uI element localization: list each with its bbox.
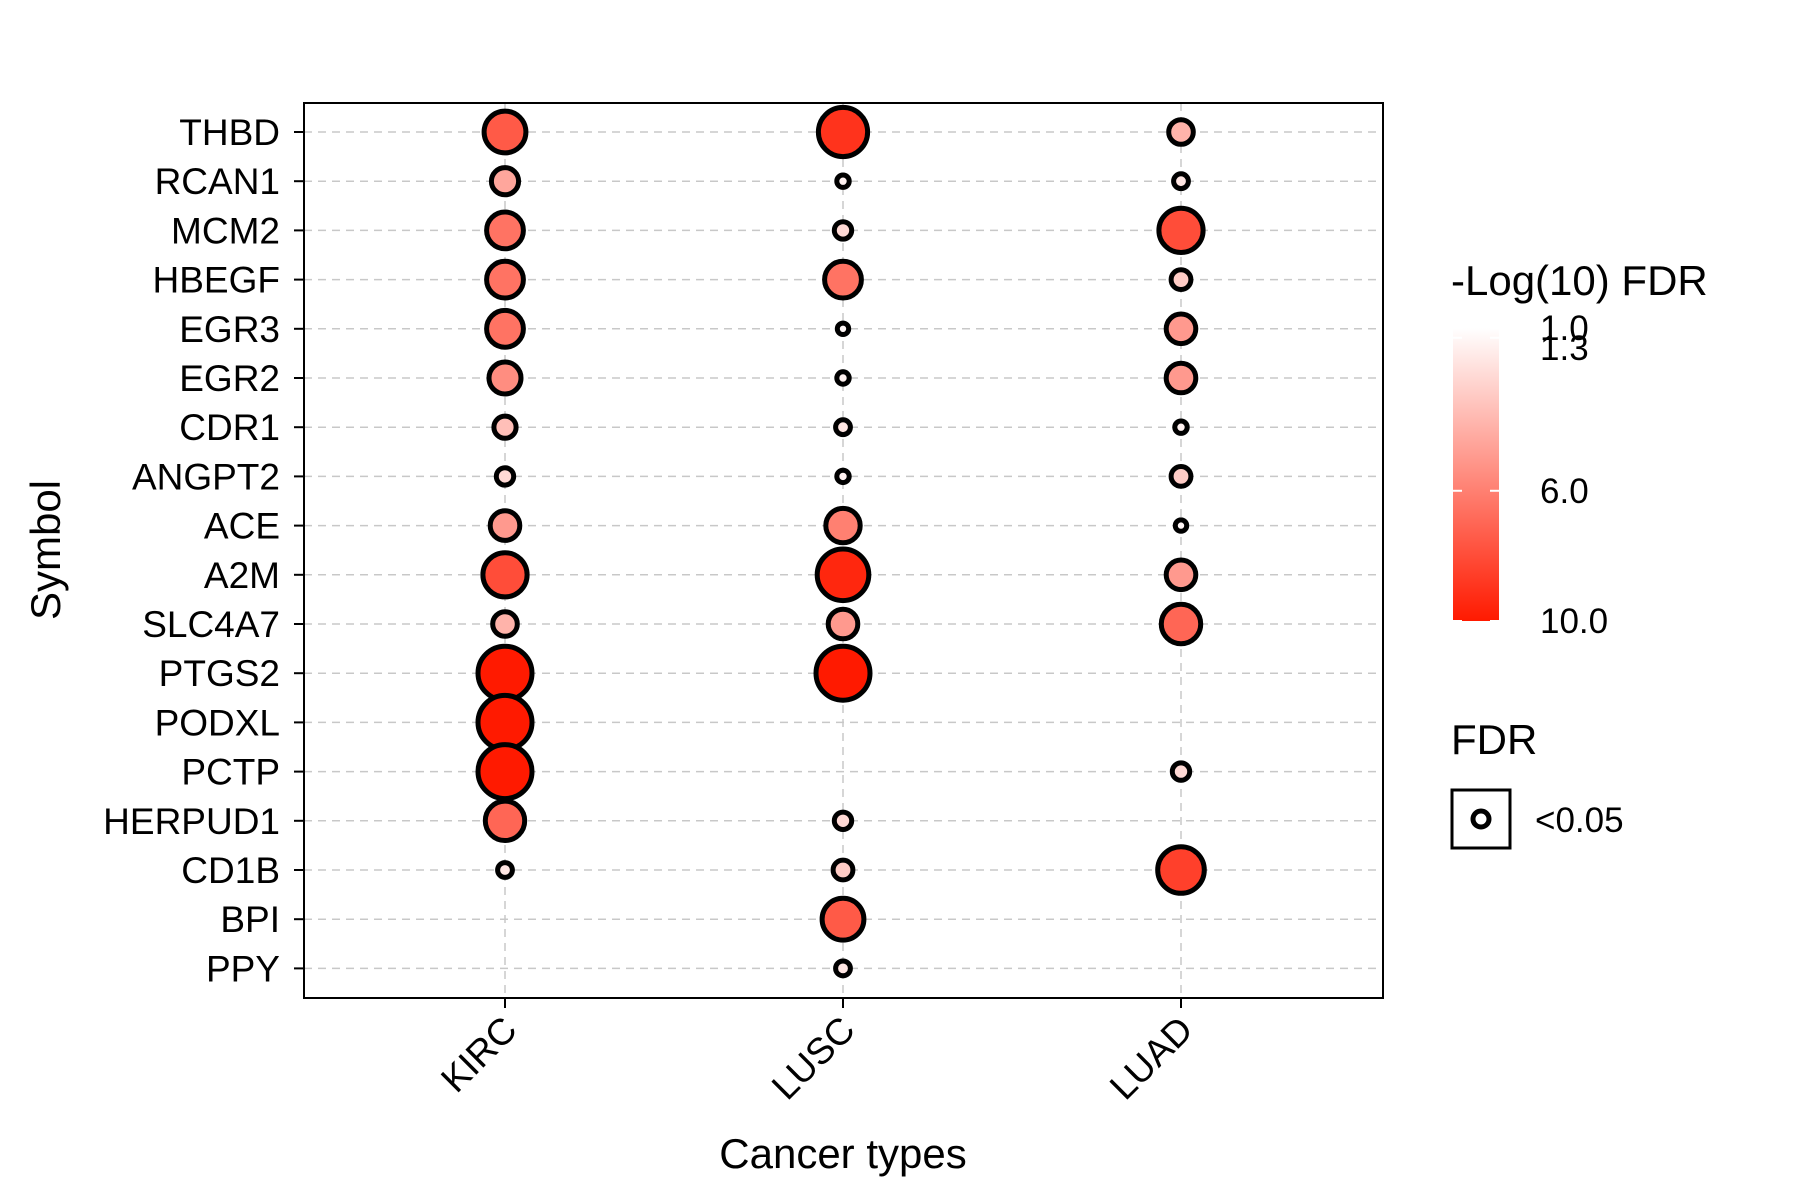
point-luad-angpt2 (1168, 464, 1194, 489)
y-tick-label-egr2: EGR2 (179, 358, 280, 399)
point-lusc-ptgs2 (813, 643, 873, 703)
point-lusc-hbegf (822, 258, 864, 301)
point-luad-ace (1172, 517, 1190, 534)
point-luad-egr3 (1163, 311, 1199, 347)
point-luad-rcan1 (1171, 171, 1191, 192)
y-tick-label-mcm2: MCM2 (171, 210, 280, 251)
y-tick-label-ace: ACE (204, 506, 280, 547)
point-kirc-cd1b (495, 860, 515, 880)
point-kirc-egr2 (486, 359, 524, 397)
y-axis: THBD RCAN1 MCM2 HBEGF EGR3 EGR2 CDR1 ANGPT2 ACE A… (103, 112, 304, 989)
x-tick-label-lusc: LUSC (764, 1009, 863, 1108)
point-lusc-a2m (814, 546, 872, 604)
color-legend-label-6-0: 6.0 (1540, 472, 1589, 511)
point-kirc-slc4a7 (490, 609, 520, 639)
y-tick-label-pctp: PCTP (181, 752, 280, 793)
y-tick-label-ptgs2: PTGS2 (159, 653, 280, 694)
point-lusc-slc4a7 (825, 606, 861, 642)
point-lusc-bpi (819, 895, 867, 943)
point-lusc-thbd (815, 104, 871, 160)
x-tick-label-luad: LUAD (1102, 1009, 1201, 1108)
color-legend-title: -Log(10) FDR (1451, 257, 1708, 304)
color-legend-label-10-0: 10.0 (1540, 602, 1608, 641)
x-axis: KIRC LUSC LUAD (433, 998, 1201, 1107)
point-lusc-ppy (833, 958, 853, 979)
point-kirc-pctp (475, 742, 535, 802)
point-kirc-podxl (475, 692, 535, 752)
point-luad-hbegf (1168, 267, 1194, 293)
point-kirc-a2m (480, 550, 530, 600)
point-lusc-cd1b (830, 857, 856, 883)
color-legend-ticks: 1.01.3 6.0 10.0 (1453, 309, 1608, 641)
point-kirc-angpt2 (493, 465, 517, 488)
point-kirc-cdr1 (491, 413, 519, 441)
point-lusc-mcm2 (831, 219, 855, 242)
color-legend-label-1-3: 1.3 (1540, 329, 1589, 368)
size-legend-label: <0.05 (1535, 801, 1624, 840)
point-luad-egr2 (1163, 360, 1199, 396)
color-legend-bar (1453, 328, 1499, 621)
y-tick-label-cdr1: CDR1 (179, 407, 280, 448)
point-kirc-ace (487, 508, 523, 543)
point-luad-cd1b (1155, 844, 1207, 896)
y-tick-label-a2m: A2M (204, 555, 280, 596)
point-luad-pctp (1169, 760, 1193, 783)
y-axis-title: Symbol (22, 480, 69, 620)
point-kirc-herpud1 (482, 798, 528, 843)
size-legend-symbol (1470, 808, 1492, 830)
y-tick-label-egr3: EGR3 (179, 309, 280, 350)
point-lusc-rcan1 (834, 172, 852, 190)
y-tick-label-angpt2: ANGPT2 (132, 456, 280, 497)
y-tick-label-ppy: PPY (206, 948, 280, 989)
color-legend-label-1-0: 1.0 (1540, 309, 1589, 348)
y-tick-label-bpi: BPI (220, 899, 280, 940)
point-kirc-rcan1 (488, 165, 522, 198)
size-legend: FDR <0.05 (1450, 716, 1624, 850)
point-kirc-mcm2 (484, 209, 526, 252)
size-legend-title: FDR (1451, 716, 1537, 763)
point-lusc-egr3 (834, 320, 852, 337)
point-lusc-herpud1 (831, 809, 855, 832)
color-legend: -Log(10) FDR 1.01.3 6.0 10.0 (1451, 257, 1708, 641)
point-luad-cdr1 (1172, 418, 1190, 436)
y-tick-label-slc4a7: SLC4A7 (142, 604, 280, 645)
point-luad-mcm2 (1156, 205, 1206, 255)
point-lusc-cdr1 (833, 417, 853, 438)
point-luad-thbd (1166, 117, 1196, 147)
point-kirc-ptgs2 (475, 643, 535, 703)
point-kirc-egr3 (484, 307, 526, 350)
point-lusc-angpt2 (834, 467, 852, 486)
point-lusc-ace (823, 505, 863, 546)
point-lusc-egr2 (834, 369, 852, 387)
point-luad-slc4a7 (1158, 601, 1204, 647)
point-kirc-hbegf (484, 258, 526, 301)
y-tick-label-herpud1: HERPUD1 (103, 801, 280, 842)
x-tick-label-kirc: KIRC (433, 1009, 525, 1101)
y-tick-label-podxl: PODXL (155, 702, 280, 743)
y-tick-label-thbd: THBD (179, 112, 280, 153)
y-tick-label-rcan1: RCAN1 (155, 161, 280, 202)
point-kirc-thbd (481, 108, 529, 156)
y-tick-label-hbegf: HBEGF (153, 260, 280, 301)
point-luad-a2m (1163, 557, 1199, 593)
y-tick-label-cd1b: CD1B (181, 850, 280, 891)
data-points (475, 104, 1207, 979)
x-axis-title: Cancer types (719, 1130, 966, 1177)
